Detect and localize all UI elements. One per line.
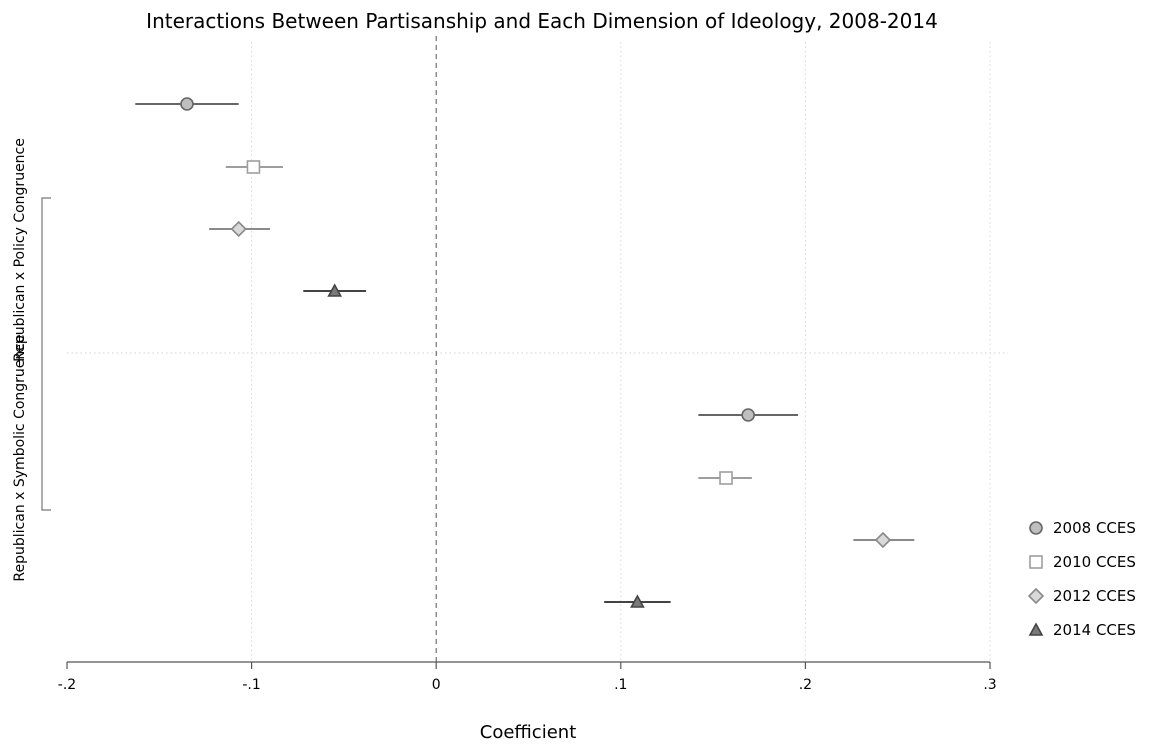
triangle-marker <box>327 283 343 297</box>
x-axis-title: Coefficient <box>480 722 577 743</box>
triangle-marker <box>1028 622 1044 636</box>
legend-label: 2010 CCES <box>1053 553 1136 571</box>
x-tick-label: .2 <box>799 677 812 693</box>
x-tick-label: .1 <box>614 677 627 693</box>
gridlines <box>67 42 1008 662</box>
square-marker <box>1029 555 1043 569</box>
circle-marker <box>741 408 755 422</box>
data-marks <box>135 97 915 608</box>
diamond-marker <box>1027 587 1045 605</box>
circle-marker <box>180 97 194 111</box>
legend-label: 2014 CCES <box>1053 621 1136 639</box>
square-marker <box>719 471 733 485</box>
x-tick-label: 0 <box>432 677 441 693</box>
square-marker <box>246 160 261 174</box>
y-axis-labels: Republican x Policy CongruenceRepublican… <box>12 138 28 581</box>
x-tick-label: -.1 <box>242 677 260 693</box>
legend: 2008 CCES 2010 CCES 2012 CCES 2014 CCES <box>1027 519 1136 639</box>
chart-title: Interactions Between Partisanship and Ea… <box>146 9 938 33</box>
legend-label: 2008 CCES <box>1053 519 1136 537</box>
diamond-marker <box>230 220 247 238</box>
diamond-marker <box>874 531 892 549</box>
axes: -.2 -.1 0 .1 .2 .3 <box>41 197 997 693</box>
x-tick-label: .3 <box>983 677 996 693</box>
circle-marker <box>1029 521 1043 535</box>
y-group-label: Republican x Symbolic Congruence <box>12 334 28 581</box>
y-axis-bracket <box>41 197 51 511</box>
triangle-marker <box>630 594 645 608</box>
y-group-label: Republican x Policy Congruence <box>12 138 28 362</box>
x-tick-label: -.2 <box>58 677 76 693</box>
legend-label: 2012 CCES <box>1053 587 1136 605</box>
